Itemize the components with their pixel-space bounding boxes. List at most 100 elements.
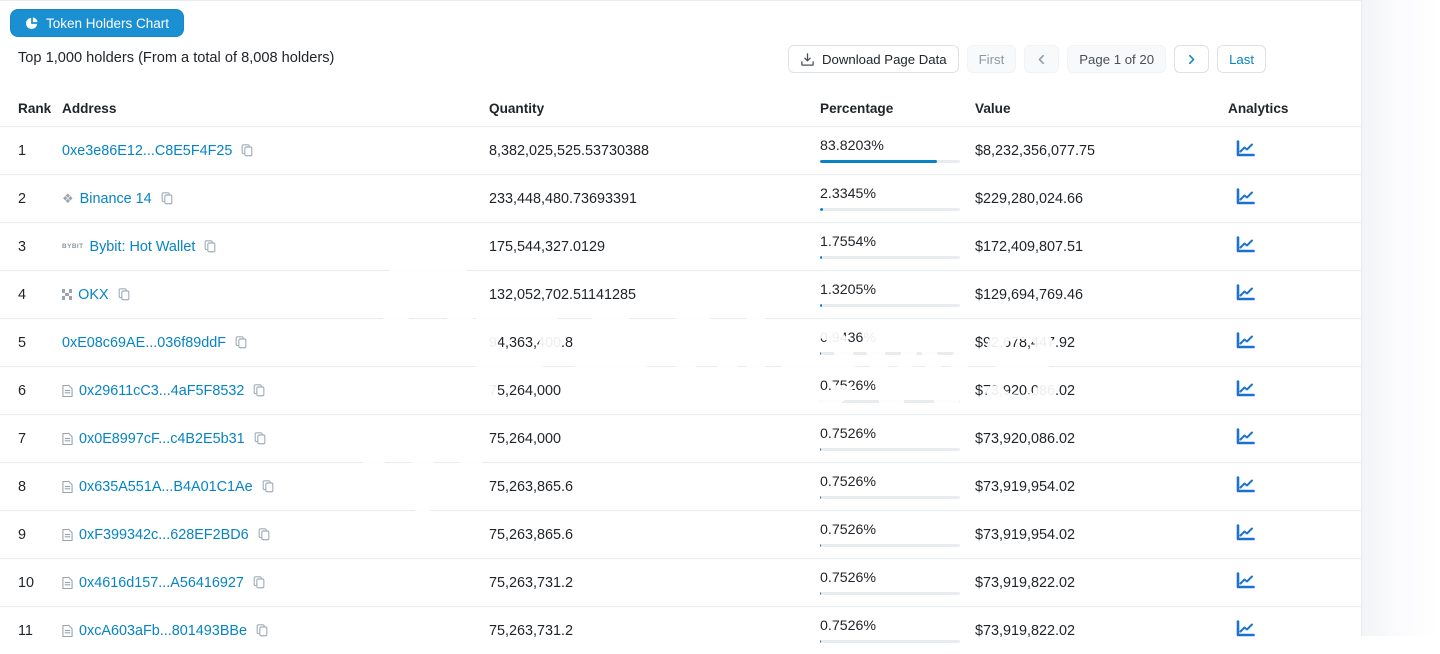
address-link[interactable]: 0x4616d157...A56416927 — [79, 574, 244, 591]
percentage-bar-fill — [820, 544, 822, 547]
value-cell: $73,920,086.02 — [975, 382, 1076, 399]
quantity-cell: 75,263,731.2 — [489, 622, 574, 639]
download-page-data-button[interactable]: Download Page Data — [787, 45, 959, 73]
percentage-text: 1.3205% — [820, 282, 877, 298]
chevron-right-icon — [1186, 54, 1197, 65]
download-icon — [800, 52, 815, 67]
copy-address-icon[interactable] — [257, 527, 271, 542]
address-link[interactable]: 0xF399342c...628EF2BD6 — [79, 526, 249, 543]
percentage-text: 0.7526% — [820, 618, 877, 634]
analytics-chart-icon[interactable] — [1236, 572, 1255, 589]
value-cell: $8,232,356,077.75 — [975, 142, 1096, 159]
quantity-cell: 75,264,000 — [489, 382, 562, 399]
table-row: 5 0xE08c69AE...036f89ddF 94,363,400.8 0.… — [0, 318, 1361, 366]
quantity-cell: 132,052,702.51141285 — [489, 286, 636, 303]
contract-file-icon — [62, 624, 73, 638]
percentage-bar — [820, 592, 960, 595]
analytics-chart-icon[interactable] — [1236, 284, 1255, 301]
analytics-chart-icon[interactable] — [1236, 236, 1255, 253]
analytics-chart-icon[interactable] — [1236, 620, 1255, 637]
value-cell: $129,694,769.46 — [975, 286, 1084, 303]
quantity-cell: 75,264,000 — [489, 430, 562, 447]
address-link[interactable]: Binance 14 — [79, 190, 152, 207]
analytics-chart-icon[interactable] — [1236, 428, 1255, 445]
percentage-bar — [820, 208, 960, 211]
percentage-bar-fill — [820, 592, 822, 595]
analytics-chart-icon[interactable] — [1236, 332, 1255, 349]
first-label: First — [978, 51, 1005, 67]
copy-address-icon[interactable] — [234, 335, 248, 350]
percentage-bar — [820, 400, 960, 403]
copy-address-icon[interactable] — [252, 383, 266, 398]
address-link[interactable]: 0x635A551A...B4A01C1Ae — [79, 478, 253, 495]
last-page-button[interactable]: Last — [1217, 45, 1266, 73]
rank-cell: 5 — [18, 334, 27, 351]
rank-cell: 10 — [18, 574, 35, 591]
page-label: Page 1 of 20 — [1079, 51, 1155, 67]
percentage-bar — [820, 352, 960, 355]
address-link[interactable]: OKX — [78, 286, 109, 303]
percentage-bar-fill — [820, 208, 824, 211]
percentage-bar-fill — [820, 352, 822, 355]
percentage-bar — [820, 448, 960, 451]
copy-address-icon[interactable] — [252, 575, 266, 590]
copy-address-icon[interactable] — [203, 239, 217, 254]
next-page-button[interactable] — [1174, 45, 1210, 73]
percentage-text: 83.8203% — [820, 138, 884, 154]
rank-cell: 2 — [18, 190, 27, 207]
address-link[interactable]: 0xE08c69AE...036f89ddF — [62, 334, 227, 351]
address-type-icon — [62, 624, 73, 638]
address-type-icon: BYBIT — [62, 243, 84, 250]
value-cell: $73,919,954.02 — [975, 478, 1076, 495]
address-cell: 0x0E8997cF...c4B2E5b31 — [62, 431, 489, 447]
value-cell: $73,919,822.02 — [975, 622, 1076, 639]
address-cell: 0x29611cC3...4aF5F8532 — [62, 383, 489, 399]
quantity-cell: 94,363,400.8 — [489, 334, 574, 351]
address-type-icon — [62, 480, 73, 494]
analytics-chart-icon[interactable] — [1236, 188, 1255, 205]
address-type-icon — [62, 576, 73, 590]
header-address: Address — [62, 101, 117, 116]
address-link[interactable]: 0xe3e86E12...C8E5F4F25 — [62, 142, 233, 159]
rank-cell: 7 — [18, 430, 27, 447]
address-link[interactable]: 0x29611cC3...4aF5F8532 — [79, 382, 245, 399]
address-cell: 0xE08c69AE...036f89ddF — [62, 335, 489, 351]
header-quantity: Quantity — [489, 101, 545, 116]
table-row: 3 BYBIT Bybit: Hot Wallet 175,544,327.01… — [0, 222, 1361, 270]
percentage-bar-fill — [820, 304, 822, 307]
value-cell: $73,920,086.02 — [975, 430, 1076, 447]
copy-address-icon[interactable] — [253, 431, 267, 446]
table-row: 6 0x29611cC3...4aF5F8532 75,264,000 0.75… — [0, 366, 1361, 414]
percentage-text: 0.7526% — [820, 522, 877, 538]
percentage-cell: 0.7526% — [820, 522, 975, 547]
analytics-chart-icon[interactable] — [1236, 476, 1255, 493]
token-holders-chart-button[interactable]: Token Holders Chart — [10, 9, 185, 37]
analytics-chart-icon[interactable] — [1236, 524, 1255, 541]
address-cell: ❖ Binance 14 — [62, 191, 489, 207]
first-page-button[interactable]: First — [966, 45, 1017, 73]
percentage-bar-fill — [820, 400, 822, 403]
address-cell: 0x635A551A...B4A01C1Ae — [62, 479, 489, 495]
analytics-chart-icon[interactable] — [1236, 140, 1255, 157]
analytics-cell — [1228, 620, 1361, 641]
copy-address-icon[interactable] — [240, 143, 254, 158]
prev-page-button[interactable] — [1024, 45, 1060, 73]
analytics-cell — [1228, 524, 1361, 545]
okx-logo-icon — [62, 289, 73, 300]
contract-file-icon — [62, 576, 73, 590]
address-link[interactable]: 0x0E8997cF...c4B2E5b31 — [79, 430, 245, 447]
copy-address-icon[interactable] — [117, 287, 131, 302]
copy-address-icon[interactable] — [261, 479, 275, 494]
percentage-text: 1.7554% — [820, 234, 877, 250]
address-link[interactable]: Bybit: Hot Wallet — [89, 238, 196, 255]
rank-cell: 11 — [18, 622, 33, 639]
copy-address-icon[interactable] — [160, 191, 174, 206]
rank-cell: 4 — [18, 286, 27, 303]
table-row: 7 0x0E8997cF...c4B2E5b31 75,264,000 0.75… — [0, 414, 1361, 462]
table-row: 11 0xcA603aFb...801493BBe 75,263,731.2 0… — [0, 606, 1361, 654]
address-link[interactable]: 0xcA603aFb...801493BBe — [79, 622, 248, 639]
analytics-chart-icon[interactable] — [1236, 380, 1255, 397]
rank-cell: 6 — [18, 382, 27, 399]
percentage-cell: 1.3205% — [820, 282, 975, 307]
address-cell: OKX — [62, 287, 489, 303]
